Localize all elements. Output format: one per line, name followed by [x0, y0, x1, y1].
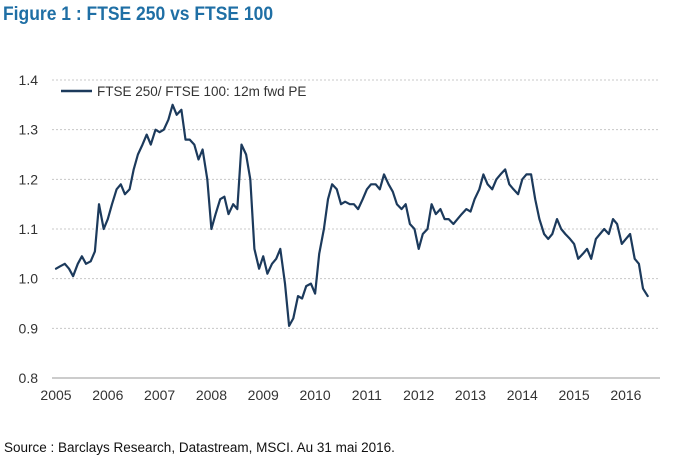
figure-title: Figure 1 : FTSE 250 vs FTSE 100 — [3, 4, 274, 25]
x-tick-label: 2015 — [559, 387, 590, 403]
y-tick-label: 0.9 — [19, 320, 39, 336]
source-note: Source : Barclays Research, Datastream, … — [4, 440, 395, 455]
x-tick-label: 2012 — [403, 387, 434, 403]
x-axis-tick-labels: 2005 2006 2007 2008 2009 2010 2011 2012 2013 2014… — [40, 387, 641, 403]
y-tick-label: 1.4 — [19, 72, 39, 88]
series-lines — [54, 103, 649, 327]
x-tick-label: 2009 — [248, 387, 279, 403]
y-tick-label: 0.8 — [19, 370, 39, 386]
y-tick-label: 1.1 — [19, 221, 39, 237]
legend: FTSE 250/ FTSE 100: 12m fwd PE — [61, 84, 306, 99]
x-tick-label: 2007 — [144, 387, 175, 403]
series-line — [54, 103, 649, 327]
legend-label: FTSE 250/ FTSE 100: 12m fwd PE — [97, 84, 306, 99]
x-tick-label: 2016 — [610, 387, 641, 403]
y-tick-label: 1.2 — [19, 171, 39, 187]
grid-lines — [52, 79, 660, 379]
x-tick-label: 2008 — [196, 387, 227, 403]
y-tick-label: 1.3 — [19, 122, 39, 138]
x-tick-label: 2005 — [40, 387, 71, 403]
y-tick-label: 1.0 — [19, 271, 39, 287]
line-chart: 0.80.91.01.11.21.31.4 2005 2006 2007 2008 20… — [19, 72, 660, 403]
x-tick-label: 2006 — [92, 387, 123, 403]
x-tick-label: 2010 — [299, 387, 330, 403]
y-axis-tick-labels: 0.8 0.9 1.0 1.1 1.2 1.3 1.4 — [19, 72, 39, 386]
x-tick-label: 2011 — [352, 387, 382, 403]
x-tick-label: 2013 — [455, 387, 486, 403]
x-tick-label: 2014 — [507, 387, 538, 403]
